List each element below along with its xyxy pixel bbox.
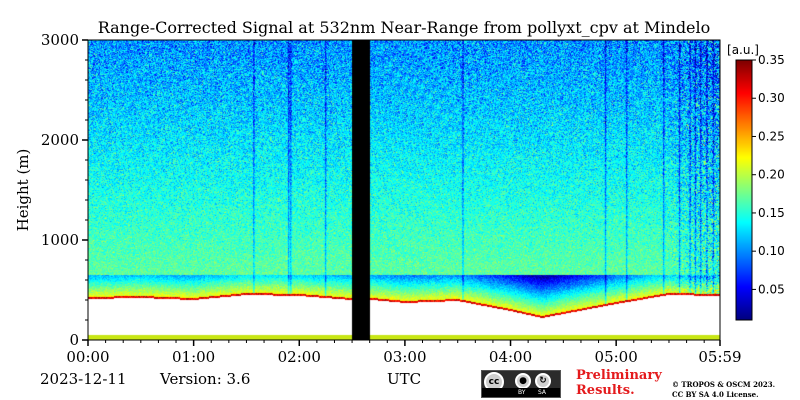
preliminary-line-2: Results. [576, 383, 635, 398]
footer-version: Version: 3.6 [159, 370, 250, 388]
y-tick-label: 2000 [41, 131, 79, 149]
colorbar-tick-label: 0.30 [758, 91, 785, 105]
colorbar-tick-label: 0.25 [758, 129, 785, 143]
copyright-line-2: CC BY SA 4.0 License. [672, 390, 759, 399]
x-tick-label: 05:00 [595, 348, 638, 366]
license-sa-label: SA [538, 389, 547, 396]
chart-title: Range-Corrected Signal at 532nm Near-Ran… [98, 18, 711, 37]
colorbar-label: [a.u.] [727, 43, 759, 57]
colorbar-frame [735, 59, 753, 321]
x-tick-label: 05:59 [698, 348, 741, 366]
preliminary-note: Preliminary Results. [576, 368, 662, 398]
colorbar-tick-label: 0.05 [758, 282, 785, 296]
footer-date: 2023-12-11 [40, 370, 126, 388]
x-tick-label: 03:00 [383, 348, 426, 366]
license-badge: cc ● ↻ BY SA [481, 370, 561, 398]
license-badge-strip [482, 388, 560, 397]
x-tick-label: 02:00 [278, 348, 321, 366]
heatmap [88, 40, 720, 340]
copyright-line-1: © TROPOS & OSCM 2023. [672, 380, 776, 389]
copyright-note: © TROPOS & OSCM 2023. CC BY SA 4.0 Licen… [672, 380, 775, 400]
y-axis-label: Height (m) [14, 149, 32, 232]
preliminary-line-1: Preliminary [576, 368, 662, 383]
colorbar-tick-label: 0.10 [758, 244, 785, 258]
x-axis-label: UTC [387, 370, 421, 388]
y-tick-label: 1000 [41, 231, 79, 249]
x-tick-label: 00:00 [66, 348, 109, 366]
plot-frame [87, 39, 721, 341]
license-by-label: BY [518, 389, 526, 396]
x-tick-label: 04:00 [489, 348, 532, 366]
x-axis: 00:00 01:00 02:00 03:00 04:00 05:00 05:59 [66, 340, 742, 366]
colorbar-tick-label: 0.15 [758, 206, 785, 220]
colorbar-tick-label: 0.20 [758, 168, 785, 182]
y-axis: 0 1000 2000 3000 [41, 31, 88, 349]
colorbar-tick-label: 0.35 [758, 53, 785, 67]
colorbar: [a.u.] 0.05 0.10 0.15 0.20 0.25 0.30 0.35 [727, 43, 785, 321]
y-tick-label: 0 [69, 331, 79, 349]
sa-share-alike-icon: ↻ [535, 373, 551, 389]
by-attribution-icon: ● [515, 373, 531, 389]
y-tick-label: 3000 [41, 31, 79, 49]
x-tick-label: 01:00 [172, 348, 215, 366]
